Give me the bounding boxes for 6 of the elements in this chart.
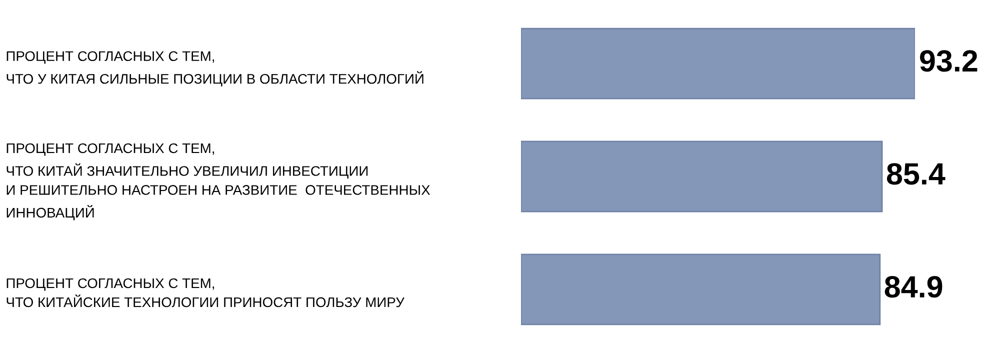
y-tick-label: ПРОЦЕНТ СОГЛАСНЫХ С ТЕМ, ЧТО У КИТАЯ СИЛЬНЫЕ ПОЗИЦИИ В ОБЛАСТИ ТЕХНОЛОГИЙ [6,51,424,86]
data-label: 84.9 [884,276,942,298]
data-label: 93.2 [920,50,978,72]
y-tick-label: ПРОЦЕНТ СОГЛАСНЫХ С ТЕМ, ЧТО КИТАЙСКИЕ ТЕХНОЛОГИИ ПРИНОСЯТ ПОЛЬЗУ МИРУ [6,278,404,308]
y-tick-label: ПРОЦЕНТ СОГЛАСНЫХ С ТЕМ, ЧТО КИТАЙ ЗНАЧИТЕЛЬНО УВЕЛИЧИЛ ИНВЕСТИЦИИ И РЕШИТЕЛЬНО НАСТРОЕН НА РАЗВИТИЕ ОТЕЧЕСТВЕННЫХ ИННОВАЦИЙ [6,143,430,220]
data-label: 85.4 [886,163,946,185]
